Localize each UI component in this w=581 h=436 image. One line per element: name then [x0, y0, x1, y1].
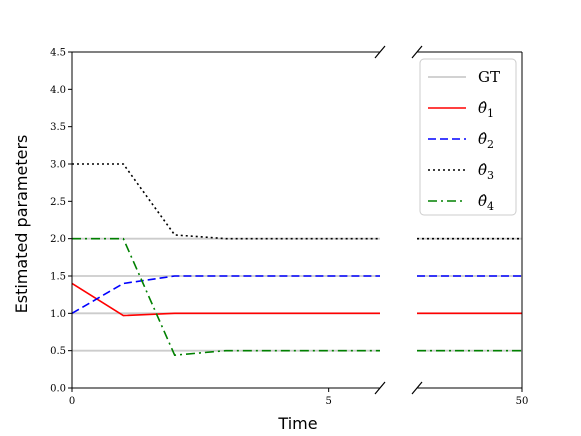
legend-label: GT	[478, 68, 500, 86]
y-tick-label: 2.0	[50, 234, 66, 245]
y-tick-label: 2.5	[50, 197, 66, 208]
y-tick-label: 1.5	[50, 272, 66, 283]
plot-area	[72, 163, 522, 356]
axis-break-mark	[374, 381, 386, 395]
right-panel-plot	[417, 237, 522, 352]
y-tick-label: 1.0	[50, 309, 66, 320]
series-line-4	[72, 237, 380, 356]
axis-break-mark	[374, 45, 386, 59]
legend-label: θ̂3	[478, 161, 494, 182]
x-tick-label: 0	[69, 396, 75, 407]
series-line-1	[72, 282, 380, 317]
series-line-3	[72, 163, 380, 240]
y-tick-label: 3.0	[50, 160, 66, 171]
axis-break-mark	[411, 45, 423, 59]
y-tick-label: 4.0	[50, 85, 66, 96]
y-axis-title: Estimated parameters	[12, 135, 31, 314]
y-tick-label: 4.5	[50, 48, 66, 59]
legend: GT θ̂1 θ̂2 θ̂3 θ̂4	[419, 58, 517, 216]
x-tick-label: 5	[325, 396, 331, 407]
y-tick-label: 0.0	[50, 384, 66, 395]
y-tick-label: 3.5	[50, 122, 66, 133]
x-axis-title: Time	[277, 414, 317, 433]
legend-label: θ̂1	[478, 99, 494, 120]
legend-label: θ̂2	[478, 130, 494, 151]
legend-label: θ̂4	[478, 192, 494, 213]
legend-box	[419, 58, 517, 216]
x-tick-label: 50	[516, 396, 529, 407]
left-panel-plot	[72, 163, 380, 356]
y-tick-label: 0.5	[50, 346, 66, 357]
axes: 0.0 0.5 1.0 1.5 2.0 2.5 3.0 3.5 4.0 4.5 0 5 50	[50, 45, 529, 407]
series-line-2	[72, 275, 380, 315]
axis-break-mark	[411, 381, 423, 395]
